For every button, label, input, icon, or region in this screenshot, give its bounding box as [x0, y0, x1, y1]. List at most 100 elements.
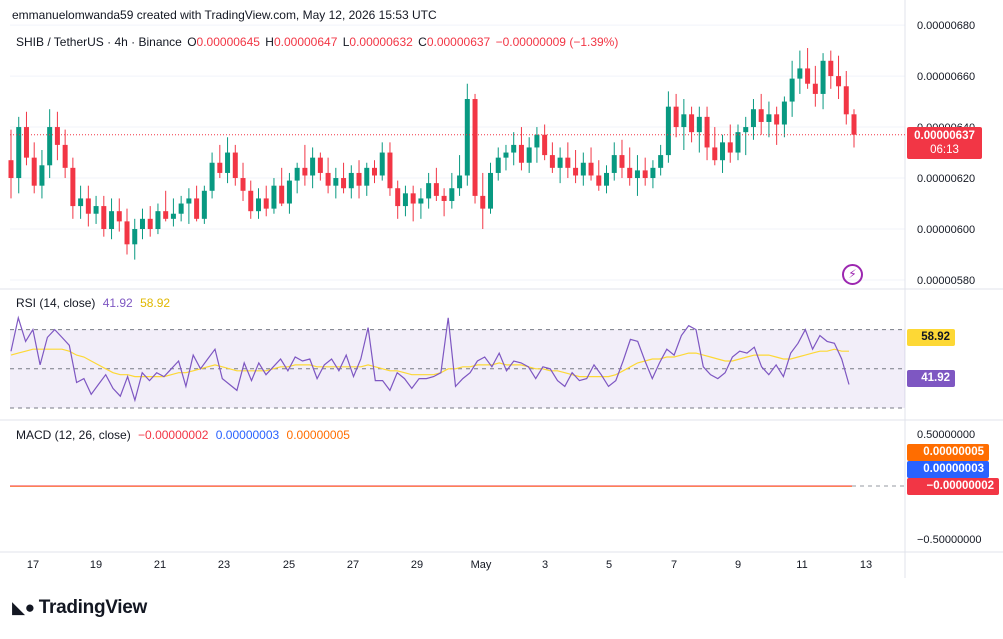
candle-body — [557, 157, 563, 168]
close-value: 0.00000637 — [426, 35, 491, 49]
candle-body — [565, 157, 571, 168]
signal-tag: 0.00000003 — [907, 461, 989, 478]
high-value: 0.00000647 — [273, 35, 338, 49]
macd-pane: 0.50000000 −0.50000000 — [10, 429, 982, 546]
candle-body — [573, 167, 579, 176]
candle-body — [634, 170, 640, 179]
time-tick-label: 21 — [154, 559, 166, 571]
candle-body — [526, 147, 532, 163]
candle-body — [704, 116, 710, 148]
rsi-title[interactable]: RSI (14, close) — [16, 296, 96, 310]
low-value: 0.00000632 — [349, 35, 413, 49]
candle-body — [232, 152, 238, 179]
candle-body — [789, 78, 795, 102]
time-tick-label: May — [471, 559, 492, 571]
candlestick-series — [8, 48, 905, 260]
candle-body — [681, 114, 687, 128]
last-price-tag: 0.00000637 06:13 — [907, 127, 982, 159]
candle-body — [604, 172, 610, 186]
candle-body — [348, 172, 354, 189]
time-tick-label: 17 — [27, 559, 39, 571]
candle-body — [480, 195, 486, 209]
candle-body — [650, 167, 656, 179]
candle-body — [163, 211, 169, 219]
candle-body — [317, 157, 323, 173]
open-label: O — [187, 35, 197, 49]
macd-legend: MACD (12, 26, close) −0.00000002 0.00000… — [16, 428, 350, 442]
candle-body — [588, 162, 594, 176]
price-tick-label: 0.00000660 — [917, 71, 975, 83]
candle-body — [85, 198, 91, 214]
candle-body — [781, 101, 787, 125]
candle-body — [47, 127, 53, 166]
candle-body — [31, 157, 37, 186]
candle-body — [433, 183, 439, 196]
histogram-value: 0.00000005 — [286, 428, 350, 442]
candle-body — [155, 211, 161, 230]
candle-body — [518, 144, 524, 163]
symbol-title[interactable]: SHIB / TetherUS · 4h · Binance — [16, 35, 182, 49]
time-axis: 17 19 21 23 25 27 29 May 3 5 7 9 11 13 — [27, 559, 872, 571]
candle-body — [627, 167, 633, 179]
open-value: 0.00000645 — [196, 35, 260, 49]
candle-body — [325, 172, 331, 186]
rsi-pane — [10, 315, 905, 409]
candle-body — [743, 127, 749, 133]
candle-body — [642, 170, 648, 179]
candle-body — [750, 109, 756, 128]
candle-body — [387, 152, 393, 189]
chart-credit: emmanuelomwanda59 created with TradingVi… — [12, 8, 437, 22]
candle-body — [511, 144, 517, 153]
time-tick-label: 23 — [218, 559, 230, 571]
time-tick-label: 5 — [606, 559, 612, 571]
ohlc-legend: SHIB / TetherUS · 4h · Binance O0.000006… — [16, 35, 618, 49]
candle-body — [271, 185, 277, 209]
candle-body — [39, 165, 45, 186]
candle-body — [255, 198, 261, 212]
candle-body — [611, 155, 617, 173]
macd-tick-label: −0.50000000 — [917, 534, 982, 546]
candle-body — [263, 198, 269, 209]
candle-body — [379, 152, 385, 176]
time-tick-label: 13 — [860, 559, 872, 571]
candle-body — [758, 109, 764, 122]
rsi-ma-value: 58.92 — [140, 296, 171, 310]
candle-body — [371, 167, 377, 176]
candle-body — [472, 99, 478, 196]
rsi-value: 41.92 — [102, 296, 133, 310]
candle-body — [78, 198, 84, 207]
candle-body — [488, 172, 494, 209]
candle-body — [201, 190, 207, 219]
grid-lines — [0, 0, 1003, 578]
candle-body — [101, 206, 107, 230]
lightning-icon[interactable]: ⚡ — [842, 264, 863, 285]
candle-body — [596, 175, 602, 186]
candle-body — [240, 178, 246, 191]
candle-body — [109, 211, 115, 230]
close-label: C — [418, 35, 427, 49]
tradingview-logo[interactable]: ◣● TradingView — [12, 597, 147, 619]
rsi-line — [10, 315, 850, 403]
candle-body — [696, 116, 702, 133]
candle-body — [286, 180, 292, 204]
candle-body — [843, 86, 849, 115]
candle-body — [851, 114, 857, 135]
candle-body — [441, 195, 447, 201]
candle-body — [302, 167, 308, 176]
candle-body — [147, 218, 153, 230]
candle-body — [178, 203, 184, 214]
candle-body — [766, 114, 772, 122]
candle-body — [673, 106, 679, 128]
price-tick-label: 0.00000620 — [917, 173, 975, 185]
macd-title[interactable]: MACD (12, 26, close) — [16, 428, 131, 442]
candle-body — [116, 211, 122, 222]
time-tick-label: 7 — [671, 559, 677, 571]
time-tick-label: 11 — [796, 559, 807, 571]
low-label: L — [342, 35, 350, 49]
candle-body — [774, 114, 780, 125]
price-tick-label: 0.00000600 — [917, 224, 975, 236]
candle-body — [341, 178, 347, 189]
candle-body — [333, 178, 339, 186]
tradingview-logo-mark: ◣● — [12, 598, 35, 617]
